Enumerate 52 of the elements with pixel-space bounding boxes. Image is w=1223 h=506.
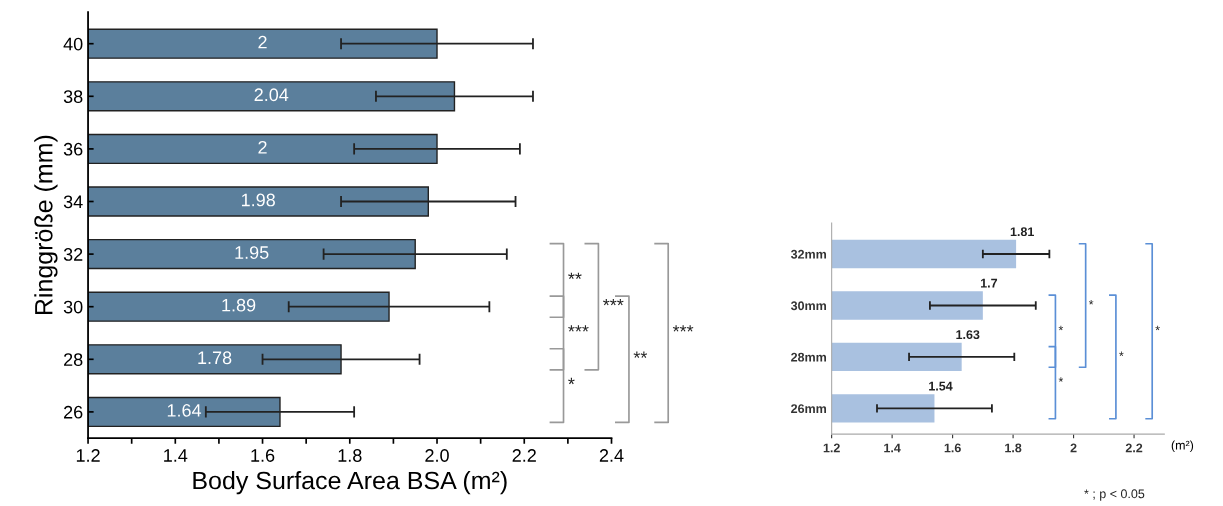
x-tick-label: 1.2 [76,449,100,462]
x-tick-label: 2.2 [512,449,536,462]
data-label: 2.04 [254,88,289,102]
y-tick-label: 36 [63,142,83,156]
x-tick-label: 1.4 [884,443,901,453]
data-label: 1.98 [241,193,275,207]
annotation: * [1088,300,1094,305]
text: *** [672,325,694,332]
y-tick-label: 28 [64,353,83,367]
x-tick-label: 1.2 [823,443,840,453]
x-tick-label: 1.8 [1005,443,1022,453]
y-axis-title: Ringgröße (mm) [34,135,58,315]
annotation: * [1119,351,1124,356]
x-axis-title: Body Surface Area BSA (m²) [193,471,507,495]
y-tick-label: 32 [63,248,83,261]
annotation: *** [603,298,624,306]
x-tick-label: 1.6 [944,443,961,453]
annotation: * [1058,377,1064,382]
x-tick-label: 2.2 [1125,443,1143,453]
y-tick-label: 38 [63,90,83,104]
y-tick-label: 30 [63,300,83,314]
annotation: *** [568,325,589,332]
x-tick-label: 2.4 [599,449,624,462]
x-tick-label: 1.8 [338,449,362,462]
data-label: 1.81 [1010,227,1034,237]
data-label: 1.54 [929,381,953,391]
data-label: 1.89 [222,298,256,312]
y-tick-label: 32mm [790,249,826,259]
y-tick-label: 30mm [790,301,826,311]
data-label: 1.7 [981,278,998,288]
annotation: * [1155,325,1160,331]
y-tick-label: 26mm [791,404,826,414]
x-tick-label: 2.0 [425,449,449,462]
text: ** [633,351,648,358]
x-tick-label: 1.4 [164,449,188,462]
data-label: 1.95 [235,246,269,259]
annotation: ** [568,272,582,279]
data-label: 1.78 [198,351,232,365]
y-tick-label: 34 [63,195,83,209]
data-label: 2 [258,140,267,154]
x-tick-label: 1.6 [251,449,275,462]
y-tick-label: 28mm [791,352,826,362]
data-label: 2 [258,35,267,49]
data-label: 1.64 [167,403,202,417]
annotation: * [568,377,575,385]
x-axis-title: (m²) [1171,440,1194,453]
y-tick-label: 40 [63,37,83,51]
annotation: * [1058,325,1064,331]
text: * ; p < 0.05 [1084,489,1145,501]
data-label: 1.63 [956,330,980,340]
x-tick-label: 2 [1070,443,1077,453]
y-tick-label: 26 [64,405,83,419]
